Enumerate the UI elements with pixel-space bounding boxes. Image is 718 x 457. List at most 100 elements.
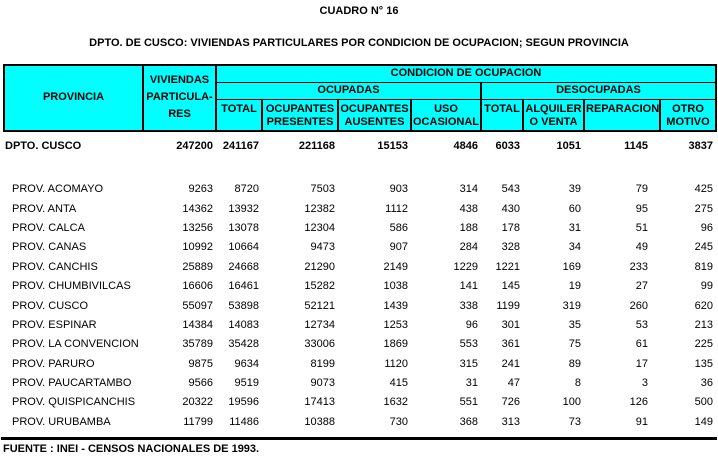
cell-value: 35428 [228,338,259,351]
cell-value: 51 [635,221,648,234]
cell-value: 31 [568,221,581,234]
cell-value: 96 [700,221,713,234]
row-label: PROV. CHUMBIVILCAS [12,280,131,293]
table-number-title: CUADRO N° 16 [319,5,399,17]
cell-value: 12304 [304,221,335,234]
cell-value: 8 [574,377,581,390]
row-label: DPTO. CUSCO [5,140,82,152]
row-label: PROV. ANTA [12,202,77,215]
cell-value: 819 [694,260,713,273]
cell-value: 11486 [229,415,259,428]
cell-value: 31 [465,377,478,390]
cell-value: 1632 [383,396,408,409]
cell-value: 225 [694,338,713,351]
cell-value: 3 [641,377,648,390]
cell-value: 89 [568,357,581,370]
cell-value: 247200 [176,140,213,152]
row-label: PROV. URUBAMBA [12,415,111,428]
cell-value: 61 [635,338,648,351]
cell-value: 9473 [310,241,335,254]
cell-value: 1253 [383,318,408,331]
cell-value: 39 [568,183,581,196]
cell-value: 16461 [228,280,259,293]
cell-value: 27 [635,280,648,293]
cell-value: 60 [568,202,581,215]
cell-value: 188 [459,221,478,234]
cell-value: 100 [562,396,581,409]
cell-value: 907 [389,241,408,254]
cell-value: 301 [501,318,520,331]
cell-value: 726 [501,396,520,409]
cell-value: 53 [635,318,648,331]
cell-value: 1869 [383,338,408,351]
col-group-condicion-de-ocupacion: CONDICION DE OCUPACION [215,64,717,83]
cell-value: 368 [459,415,478,428]
cell-value: 13078 [228,221,259,234]
cell-value: 8720 [234,183,259,196]
table-row: PROV. PARURO 9875 9634 8199 1120 315 241 89 17 13… [4,354,716,373]
col-header-ocupantes-ausentes: OCUPANTES AUSENTES [337,98,412,132]
cell-value: 10992 [182,241,213,254]
cell-value: 10664 [228,241,259,254]
cell-value: 16606 [182,280,213,293]
cell-value: 17413 [304,396,335,409]
row-label: PROV. PARURO [12,357,95,370]
cell-value: 241 [501,357,520,370]
cell-value: 9073 [310,377,335,390]
cell-value: 415 [389,377,408,390]
cell-value: 3837 [688,140,713,152]
col-header-desocupadas-total: TOTAL [480,98,524,132]
cell-value: 145 [501,280,520,293]
table-row: PROV. CANCHIS 25889 24668 21290 2149 1229 1221… [4,257,716,276]
cell-value: 1221 [495,260,520,273]
cell-value: 1120 [384,357,408,370]
table-body: DPTO. CUSCO 247200 241167 221168 15153 4846 60… [4,131,716,432]
cell-value: 21290 [304,260,335,273]
cell-value: 53898 [228,299,259,312]
table-row: PROV. URUBAMBA 11799 11486 10388 730 368 313 73… [4,412,716,431]
col-header-uso-ocasional: USO OCASIONAL [410,98,482,132]
cell-value: 13256 [182,221,213,234]
col-header-alquiler-o-venta: ALQUILER O VENTA [522,98,585,132]
cell-value: 149 [694,415,713,428]
table-row: PROV. ACOMAYO 9263 8720 7503 903 314 543 39 79 42… [4,180,716,199]
cell-value: 2149 [383,260,408,273]
cell-value: 141 [459,280,478,293]
cell-value: 284 [459,241,478,254]
cell-value: 241167 [222,140,259,152]
cell-value: 13932 [228,202,259,215]
cell-value: 213 [694,318,713,331]
table-row: DPTO. CUSCO 247200 241167 221168 15153 4846 60… [4,131,716,161]
cell-value: 260 [629,299,648,312]
col-header-ocupadas-total: TOTAL [215,98,263,132]
row-label: PROV. CANCHIS [12,260,98,273]
cell-value: 99 [700,280,713,293]
cell-value: 47 [507,377,520,390]
cell-value: 1112 [385,202,408,215]
cell-value: 1038 [383,280,408,293]
cell-value: 233 [629,260,648,273]
source-note: FUENTE : INEI - CENSOS NACIONALES DE 199… [3,443,260,455]
spacer-row [4,161,716,180]
cell-value: 52121 [304,299,335,312]
cell-value: 35789 [182,338,213,351]
col-header-provincia: PROVINCIA [3,64,144,132]
cell-value: 438 [459,202,478,215]
cell-value: 9263 [188,183,213,196]
cell-value: 9875 [188,357,213,370]
col-header-reparacion: REPARACION [583,98,661,132]
cell-value: 49 [635,241,648,254]
cell-value: 17 [635,357,648,370]
cell-value: 79 [635,183,648,196]
cell-value: 10388 [304,415,335,428]
col-header-otro-motivo: OTRO MOTIVO [659,98,717,132]
cell-value: 1199 [496,299,520,312]
cell-value: 15153 [377,140,408,152]
cell-value: 1439 [383,299,408,312]
cell-value: 313 [501,415,520,428]
cell-value: 126 [629,396,648,409]
cell-value: 4846 [453,140,478,152]
table-row: PROV. LA CONVENCION 35789 35428 33006 1869 55… [4,335,716,354]
cell-value: 7503 [310,183,335,196]
